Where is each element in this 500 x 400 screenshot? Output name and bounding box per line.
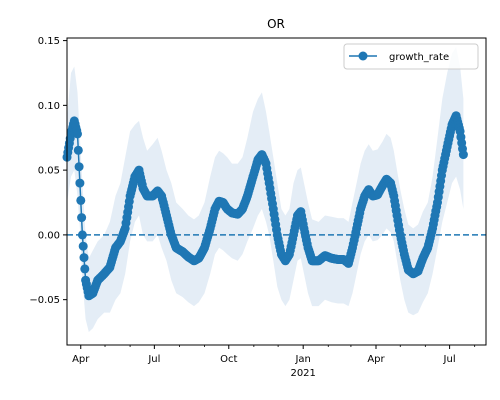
data-point-growth-rate (74, 162, 84, 172)
legend-marker-swatch (358, 51, 368, 61)
data-point-growth-rate (78, 241, 88, 251)
data-point-growth-rate (75, 178, 85, 188)
legend-label-growth-rate: growth_rate (389, 52, 449, 63)
y-tick-label: 0.00 (38, 230, 60, 241)
data-point-growth-rate (77, 213, 87, 223)
series-layer (62, 111, 468, 301)
y-tick-label: 0.15 (38, 36, 60, 47)
plot-frame (66, 37, 487, 346)
x-tick-label: Oct (220, 354, 237, 365)
data-point-growth-rate (76, 195, 86, 205)
chart-title: OR (267, 17, 285, 31)
legend: growth_rate (343, 43, 479, 70)
x-axis: Apr Jul Oct Jan Apr Jul 2021 (72, 345, 476, 379)
y-axis: −0.05 0.00 0.05 0.10 0.15 (29, 36, 67, 306)
data-point-growth-rate (77, 230, 87, 240)
x-year-label: 2021 (290, 368, 315, 379)
data-point-growth-rate (79, 253, 89, 263)
y-tick-label: 0.05 (38, 166, 60, 177)
confidence-band (67, 47, 464, 332)
data-point-growth-rate (80, 264, 90, 274)
y-tick-label: −0.05 (29, 295, 60, 306)
x-tick-label: Jul (147, 354, 160, 365)
data-point-growth-rate (458, 150, 468, 160)
x-tick-label: Apr (72, 354, 90, 365)
data-point-growth-rate (73, 145, 83, 155)
legend-box (343, 43, 479, 70)
y-tick-label: 0.10 (38, 101, 60, 112)
data-point-growth-rate (73, 129, 82, 139)
x-tick-label: Jul (443, 354, 456, 365)
x-tick-label: Apr (367, 354, 385, 365)
x-tick-label: Jan (294, 354, 310, 365)
confidence-band-layer (67, 47, 464, 332)
